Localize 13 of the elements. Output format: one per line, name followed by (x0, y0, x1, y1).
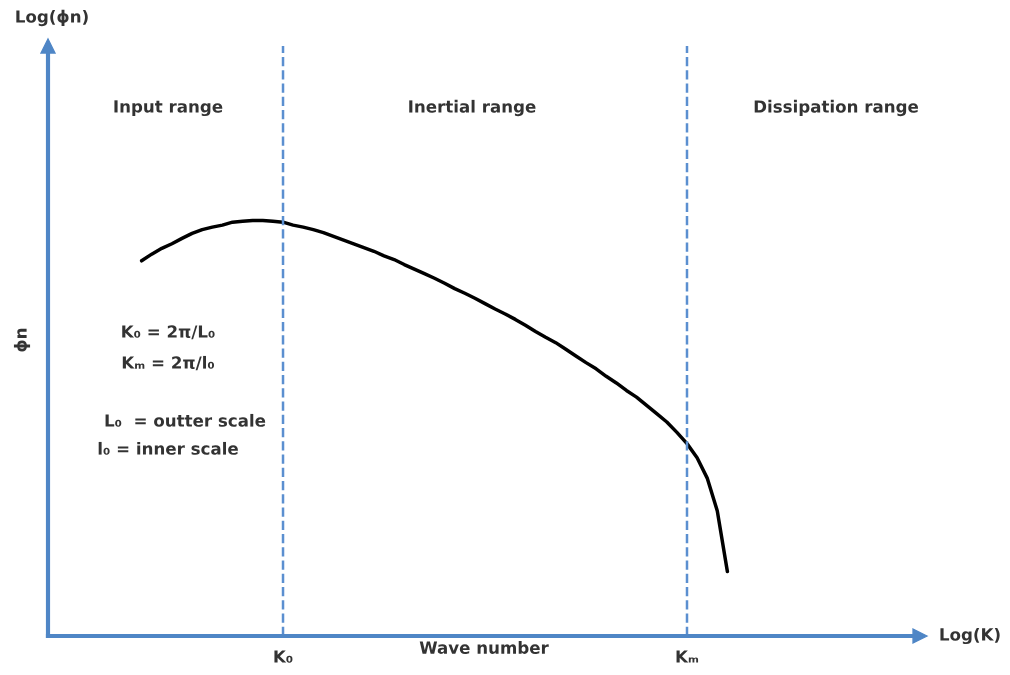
text: Input range (114, 100, 223, 117)
text: ϕn (13, 328, 31, 352)
text: Log(ϕn) (16, 9, 88, 27)
annotation: l₀ = inner scale (98, 441, 238, 455)
annotation: L₀ = outter scale (105, 413, 266, 427)
text: Log(K) (940, 627, 1000, 645)
annotation: Kₘ = 2π/l₀ (122, 355, 215, 371)
x-tick-label: Kₘ (676, 650, 699, 663)
x-tick-label: K₀ (274, 650, 293, 663)
text: Dissipation range (754, 99, 919, 117)
annotation: K₀ = 2π/L₀ (122, 325, 215, 340)
x-axis-title: Wave number (419, 641, 549, 654)
text: Inertial range (409, 99, 536, 117)
